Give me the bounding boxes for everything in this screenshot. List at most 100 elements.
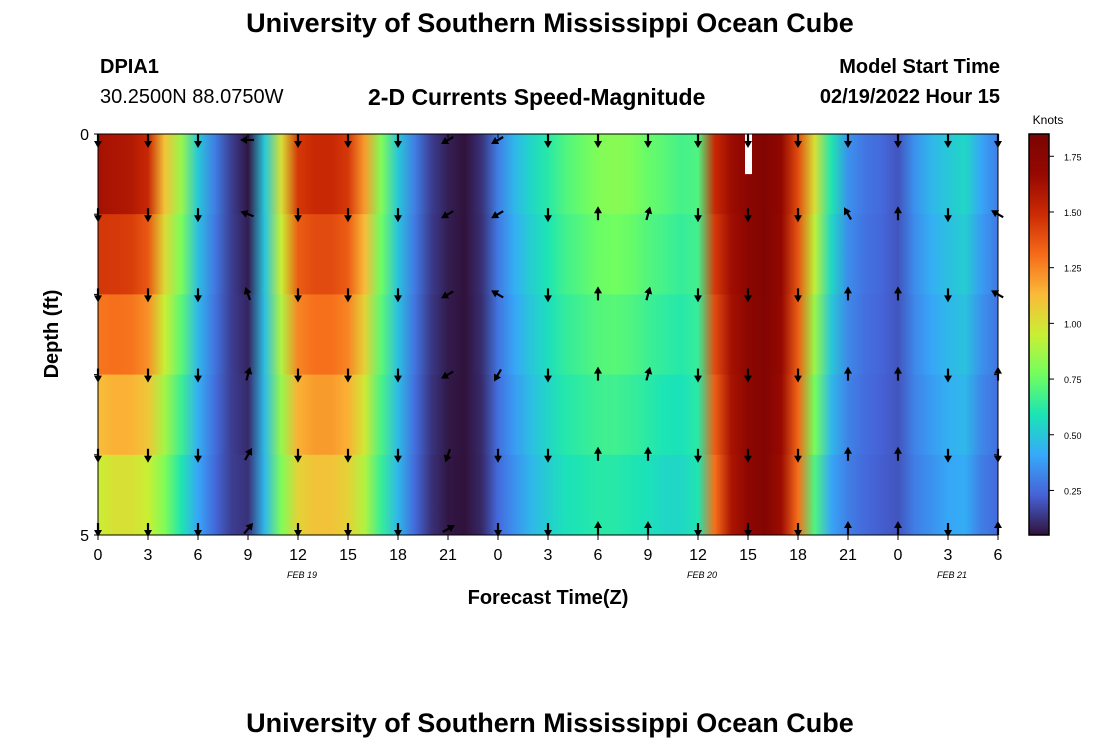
current-vector-arrow [694, 523, 702, 537]
x-tick-label: 15 [739, 547, 757, 564]
current-vector-arrow [944, 208, 952, 223]
current-vector-arrow [243, 286, 252, 301]
current-vector-arrow [794, 448, 802, 463]
current-vector-arrow [744, 368, 752, 383]
x-tick-label: 18 [389, 547, 407, 564]
current-vector-arrow [491, 210, 504, 219]
current-vector-arrow [441, 210, 454, 219]
heatmap-band [98, 294, 998, 376]
heatmap-band [98, 374, 998, 456]
current-vector-arrow [144, 448, 152, 463]
current-vector-arrow [294, 368, 302, 383]
current-vector-arrow [344, 523, 352, 537]
current-vector-arrow [794, 523, 802, 537]
current-vector-arrow [441, 370, 454, 379]
current-vector-arrow [144, 368, 152, 383]
current-vector-arrow [894, 286, 902, 301]
x-tick-label: 15 [339, 547, 357, 564]
current-vector-arrow [644, 446, 652, 461]
x-tick-label: 0 [494, 547, 503, 564]
current-vector-arrow [294, 288, 302, 303]
current-vector-arrow [144, 523, 152, 537]
x-tick-label: 21 [839, 547, 857, 564]
plot-title: 2-D Currents Speed-Magnitude [368, 84, 706, 110]
current-vector-arrow [744, 448, 752, 463]
current-vector-arrow [344, 368, 352, 383]
current-vector-arrow [644, 206, 653, 221]
current-vector-arrow [144, 208, 152, 223]
current-vector-arrow [544, 523, 552, 537]
colorbar: Knots 0.25 0.50 0.75 1.00 1.25 1.50 1.75 [1028, 113, 1082, 536]
current-vector-arrow [694, 208, 702, 223]
colorbar-tick-label: 0.50 [1064, 431, 1082, 441]
x-tick-label: 9 [244, 547, 253, 564]
x-tick-label: 6 [194, 547, 203, 564]
colorbar-tick-label: 1.00 [1064, 319, 1082, 329]
current-vector-arrow [991, 290, 1004, 299]
current-vector-arrow [594, 446, 602, 461]
current-vector-arrow [244, 366, 253, 381]
current-vector-arrow [794, 208, 802, 223]
current-vector-arrow [694, 368, 702, 383]
x-tick-label: 12 [689, 547, 707, 564]
current-vector-arrow [694, 288, 702, 303]
model-start-value: 02/19/2022 Hour 15 [819, 86, 1000, 108]
y-axis-label: Depth (ft) [41, 290, 63, 379]
page-title: University of Southern Mississippi Ocean… [246, 8, 854, 38]
current-vector-arrow [544, 368, 552, 383]
current-vector-arrow [744, 288, 752, 303]
current-vector-arrow [894, 521, 902, 535]
current-vector-arrow [244, 447, 252, 461]
current-vector-arrow [294, 448, 302, 463]
current-vector-arrow [991, 210, 1004, 219]
current-vector-arrow [394, 208, 402, 223]
colorbar-tick-label: 1.75 [1064, 152, 1082, 162]
current-vector-arrow [644, 366, 653, 381]
vector-layer [94, 134, 1004, 537]
station-id: DPIA1 [100, 56, 159, 78]
x-tick-label: 6 [594, 547, 603, 564]
current-vector-arrow [944, 368, 952, 383]
current-vector-arrow [194, 523, 202, 537]
colorbar-tick-label: 1.25 [1064, 264, 1082, 274]
current-vector-arrow [441, 290, 454, 299]
current-vector-arrow [944, 288, 952, 303]
current-vector-arrow [294, 208, 302, 223]
current-vector-arrow [844, 207, 852, 220]
x-tick-label: 9 [644, 547, 653, 564]
missing-data-cell [745, 134, 752, 175]
current-vector-arrow [644, 286, 653, 301]
current-vector-arrow [243, 522, 254, 535]
current-vector-arrow [894, 206, 902, 221]
date-label: FEB 19 [287, 570, 317, 580]
current-vector-arrow [844, 446, 852, 461]
y-tick-label: 5 [80, 528, 89, 545]
current-vector-arrow [644, 521, 652, 535]
colorbar-tick-label: 1.50 [1064, 208, 1082, 218]
current-vector-arrow [344, 208, 352, 223]
current-vector-arrow [491, 290, 504, 299]
current-vector-arrow [194, 368, 202, 383]
current-vector-arrow [443, 448, 452, 463]
axis-layer: 0 3 6 9 12 15 18 21 0 3 6 9 12 15 18 21 0 3 6 FEB 19 FEB 20 F… [80, 127, 1002, 580]
current-vector-arrow [594, 521, 602, 535]
current-vector-arrow [294, 523, 302, 537]
current-vector-arrow [394, 368, 402, 383]
current-vector-arrow [894, 446, 902, 461]
current-vector-arrow [344, 288, 352, 303]
current-vector-arrow [544, 288, 552, 303]
date-label: FEB 20 [687, 570, 717, 580]
x-tick-label: 6 [994, 547, 1003, 564]
x-tick-label: 0 [94, 547, 103, 564]
current-vector-arrow [544, 448, 552, 463]
current-vector-arrow [894, 366, 902, 381]
current-vector-arrow [844, 521, 852, 535]
current-vector-arrow [744, 523, 752, 537]
x-tick-label: 12 [289, 547, 307, 564]
x-tick-label: 21 [439, 547, 457, 564]
current-vector-arrow [491, 136, 504, 144]
date-label: FEB 21 [937, 570, 967, 580]
colorbar-tick-label: 0.25 [1064, 486, 1082, 496]
current-vector-arrow [494, 448, 502, 463]
